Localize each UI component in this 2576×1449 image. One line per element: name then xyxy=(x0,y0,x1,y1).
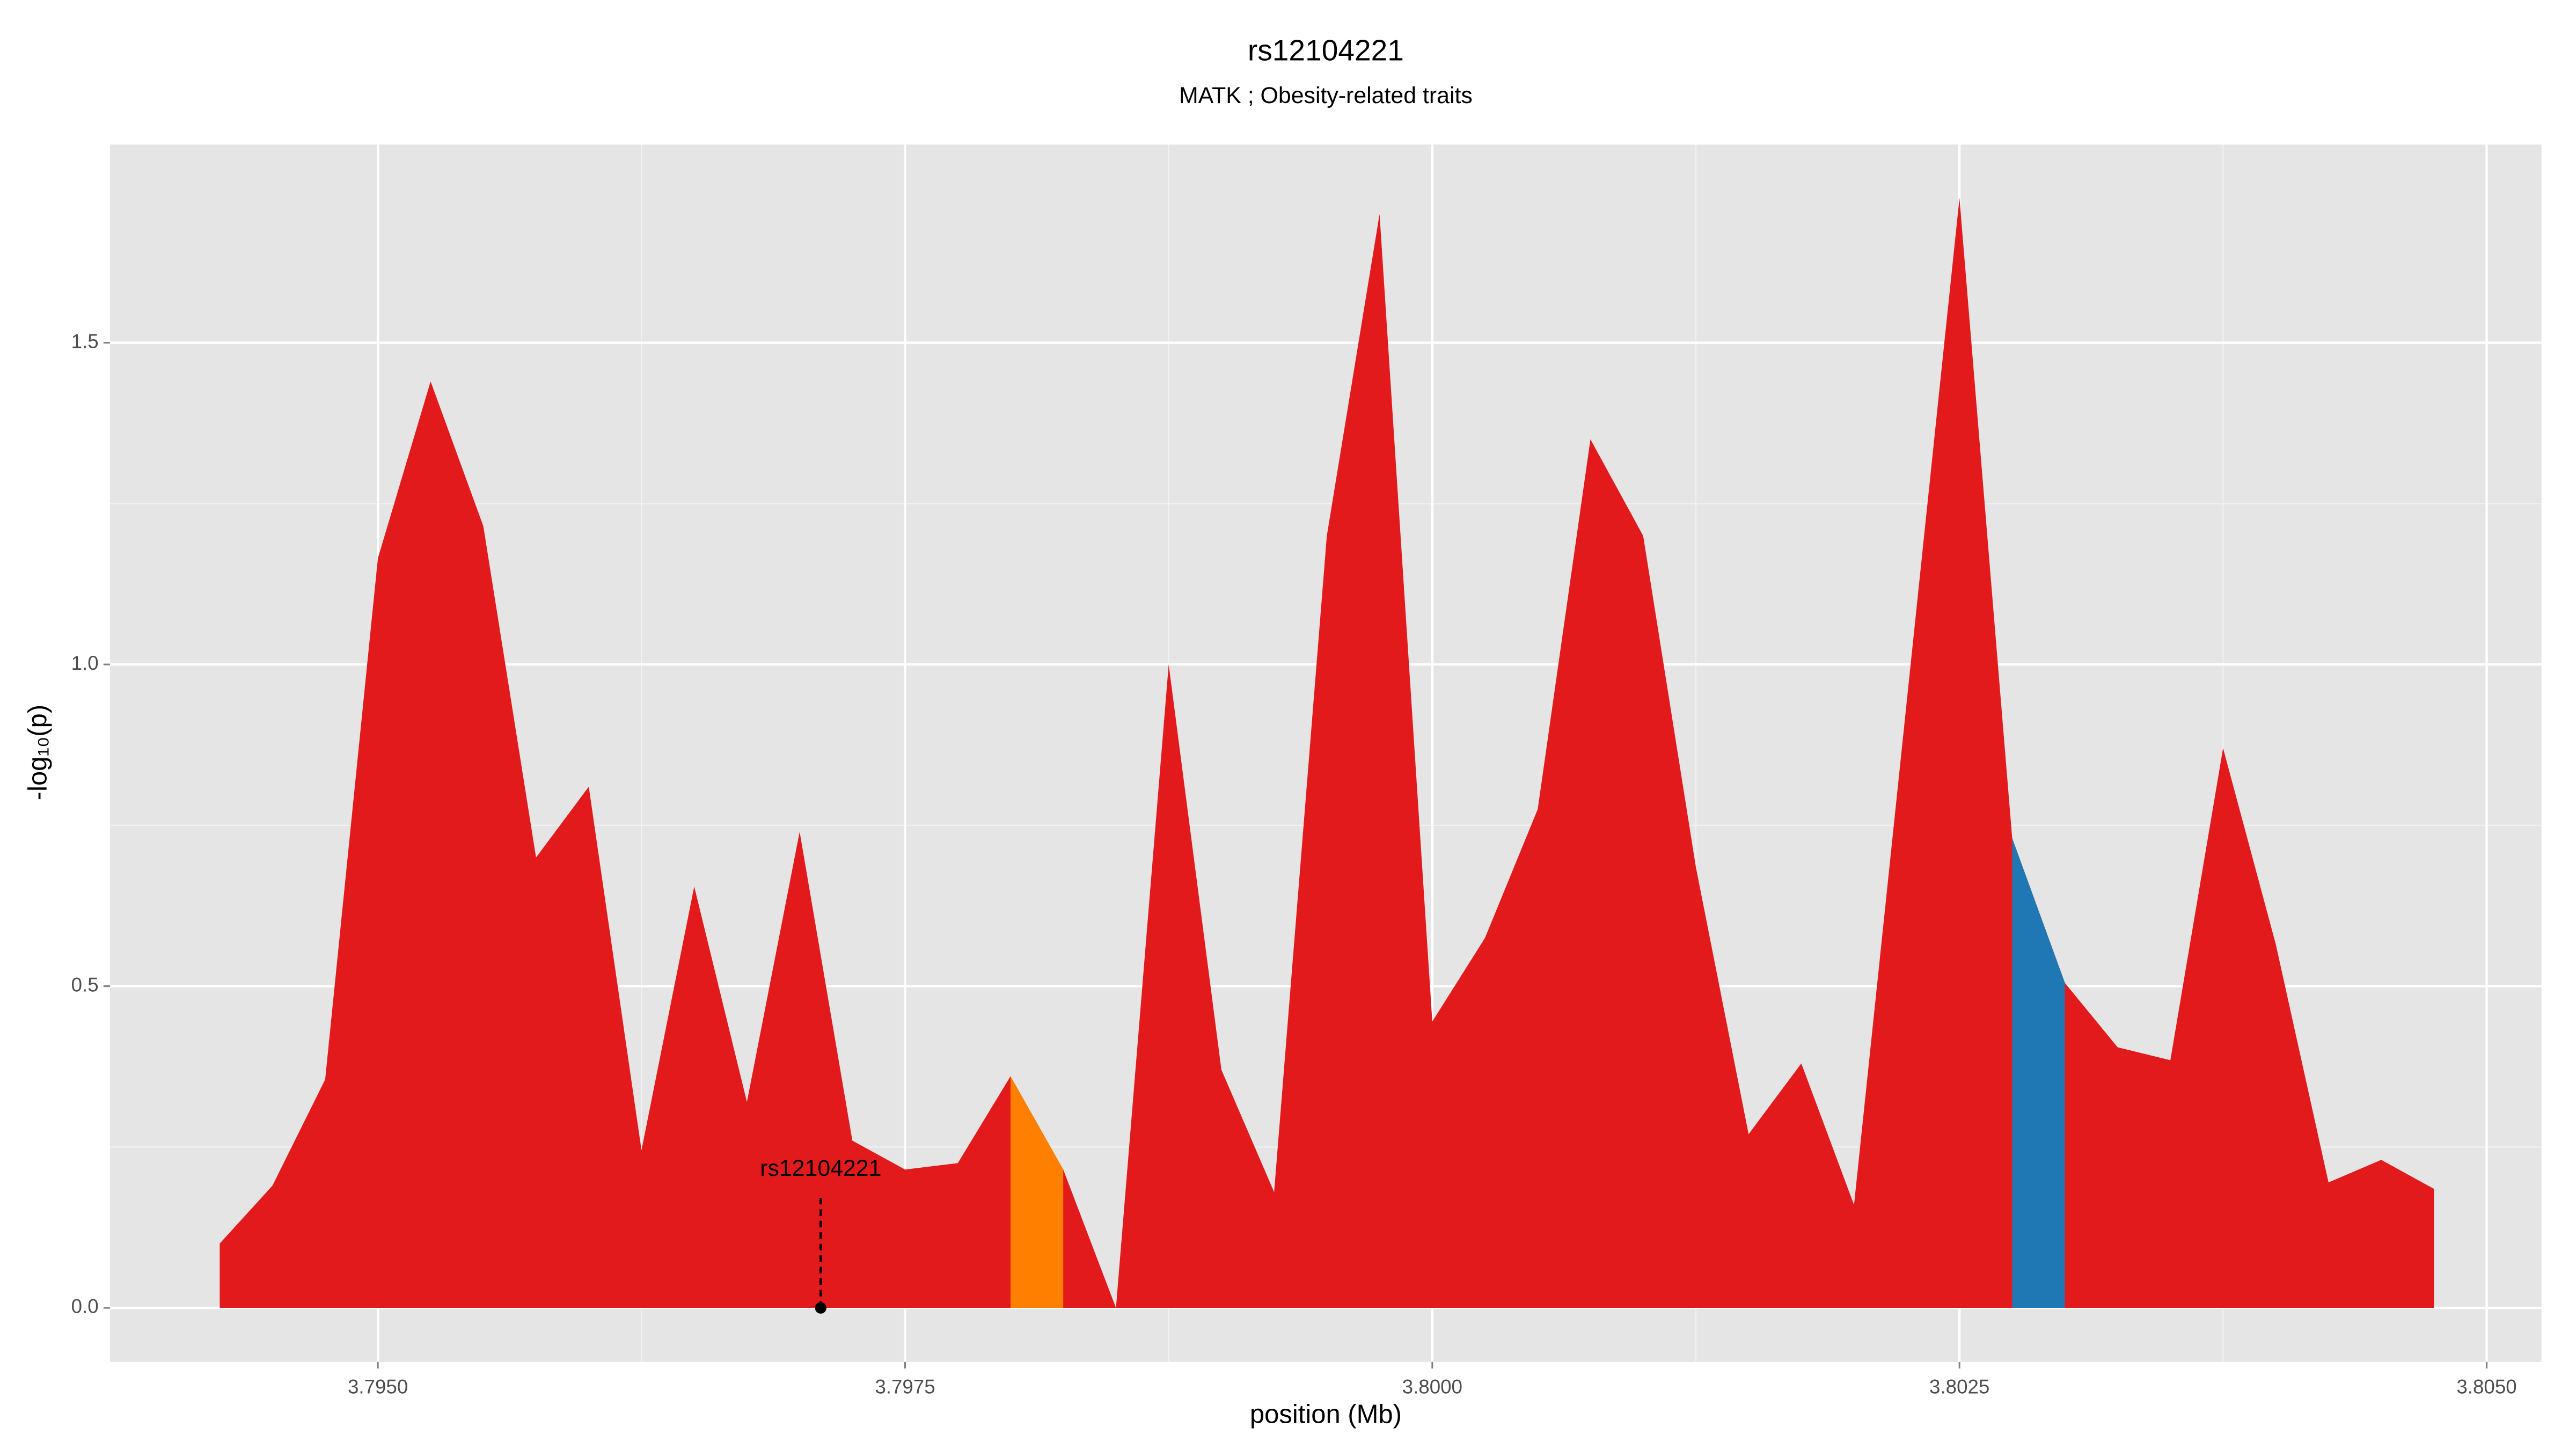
x-tick-label: 3.8025 xyxy=(1929,1375,1989,1397)
y-tick-label: 1.5 xyxy=(71,330,99,352)
area xyxy=(1010,1076,1064,1308)
area xyxy=(2012,838,2065,1308)
y-tick-label: 1.0 xyxy=(71,652,99,674)
area xyxy=(219,197,2434,1308)
y-tick-label: 0.5 xyxy=(71,974,99,996)
chart-subtitle: MATK ; Obesity-related traits xyxy=(1179,83,1473,108)
annotation-label: rs12104221 xyxy=(760,1155,881,1181)
chart-title: rs12104221 xyxy=(1248,34,1404,67)
x-axis-title: position (Mb) xyxy=(1250,1400,1402,1429)
x-tick-label: 3.7950 xyxy=(348,1375,408,1397)
x-tick-label: 3.7975 xyxy=(875,1375,935,1397)
x-tick-label: 3.8050 xyxy=(2456,1375,2516,1397)
annotation-point xyxy=(815,1302,827,1314)
x-tick-label: 3.8000 xyxy=(1402,1375,1462,1397)
y-axis-title: -log₁₀(p) xyxy=(23,705,52,800)
y-tick-label: 0.0 xyxy=(71,1296,99,1318)
